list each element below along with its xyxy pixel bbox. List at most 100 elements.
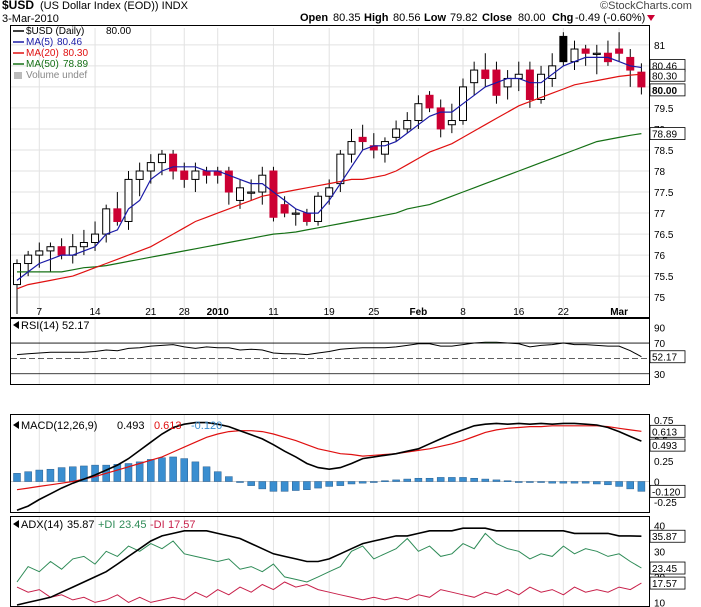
date-tick-label: 2010 bbox=[207, 307, 230, 318]
macd-histogram-bar bbox=[147, 459, 155, 482]
macd-histogram-bar bbox=[358, 481, 367, 484]
macd-signal-line bbox=[16, 425, 642, 491]
adx-title: ADX(14) 35.87 +DI 23.45 -DI 17.57 bbox=[13, 519, 196, 531]
macd-histogram-bar bbox=[615, 481, 623, 487]
macd-histogram-bar bbox=[403, 478, 411, 482]
signal-value-tag-box bbox=[649, 424, 686, 438]
candle-body bbox=[24, 254, 33, 265]
legend-value: 80.30 bbox=[63, 48, 88, 59]
candle-body bbox=[436, 107, 445, 130]
macd-histogram-bar bbox=[336, 481, 345, 486]
macd-histogram-bar bbox=[80, 465, 88, 482]
macd-histogram-bar bbox=[570, 481, 579, 484]
mdi-line bbox=[16, 581, 642, 603]
candle-body bbox=[13, 263, 21, 286]
macd-histogram-bar bbox=[292, 481, 300, 491]
adx-value-tag: 35.87 bbox=[652, 532, 677, 543]
pdi-label: +DI bbox=[98, 519, 115, 531]
candle-body bbox=[180, 170, 189, 180]
price-tick-label: 75.5 bbox=[654, 272, 674, 283]
quote-summary: Open 80.35 High 80.56 Low 79.82 Close 80… bbox=[300, 12, 655, 24]
volume-legend-icon bbox=[14, 72, 22, 79]
macd-value: 0.493 bbox=[117, 420, 145, 432]
price-tick-label: 77 bbox=[654, 209, 666, 220]
macd-histogram-bar bbox=[135, 461, 144, 482]
ma5-value-tag: 80.46 bbox=[652, 62, 677, 73]
hist-value: -0.120 bbox=[191, 420, 222, 432]
price-tick-label: 81 bbox=[654, 41, 666, 52]
adx-value: 35.87 bbox=[67, 519, 95, 531]
adx-line bbox=[16, 527, 642, 606]
macd-tick-label: 0.75 bbox=[654, 416, 674, 427]
macd-histogram-bar bbox=[526, 481, 534, 483]
date-tick-label: 16 bbox=[513, 307, 525, 318]
adx-tick-label: 40 bbox=[654, 522, 666, 533]
symbol-name: (US Dollar Index (EOD)) INDX bbox=[40, 0, 189, 12]
low-label: Low bbox=[424, 12, 446, 24]
adx-value-tag-box bbox=[649, 529, 686, 543]
chart-date: 3-Mar-2010 bbox=[2, 13, 59, 25]
legend-name: MA(50) bbox=[26, 59, 59, 70]
macd-histogram-bar bbox=[35, 469, 44, 482]
macd-histogram-bar bbox=[213, 471, 222, 482]
macd-histogram-bar bbox=[559, 481, 568, 484]
rsi-line bbox=[16, 341, 642, 358]
date-tick-label: 25 bbox=[368, 307, 380, 318]
macd-histogram-bar bbox=[24, 471, 32, 482]
macd-histogram-bar bbox=[581, 481, 590, 484]
rsi-title-text: RSI(14) 52.17 bbox=[21, 320, 89, 332]
macd-histogram-bar bbox=[448, 477, 456, 482]
candle-body bbox=[358, 136, 367, 143]
macd-histogram-bar bbox=[158, 457, 166, 482]
legend-name: MA(5) bbox=[26, 37, 53, 48]
candle-body bbox=[124, 178, 133, 222]
macd-histogram-bar bbox=[470, 477, 478, 482]
candle-body bbox=[291, 212, 300, 215]
candle-body bbox=[514, 73, 523, 79]
candle-body bbox=[302, 212, 311, 222]
ma50-value-tag-box bbox=[649, 127, 686, 140]
macd-histogram-bar bbox=[325, 481, 333, 487]
watermark: ©StockCharts.com bbox=[600, 0, 692, 12]
macd-histogram-bar bbox=[548, 481, 556, 484]
date-tick-label: 28 bbox=[179, 307, 191, 318]
candle-body bbox=[570, 48, 579, 63]
macd-histogram-bar bbox=[202, 466, 211, 482]
macd-histogram-bar bbox=[57, 467, 66, 482]
macd-histogram-bar bbox=[459, 477, 467, 482]
panel-marker-icon bbox=[13, 421, 19, 429]
close-label: Close bbox=[482, 12, 512, 24]
macd-panel-frame bbox=[10, 414, 650, 513]
pdi-value: 23.45 bbox=[119, 519, 147, 531]
legend-value: 78.89 bbox=[63, 59, 88, 70]
rsi-panel-frame bbox=[10, 318, 650, 385]
macd-histogram-bar bbox=[13, 473, 21, 482]
mdi-label: -DI bbox=[150, 519, 165, 531]
hist-value-tag: -0.120 bbox=[652, 487, 681, 498]
legend-value: 80.46 bbox=[57, 37, 82, 48]
candle-body bbox=[592, 52, 601, 55]
candle-body bbox=[347, 141, 356, 155]
candle-body bbox=[46, 246, 55, 252]
price-tick-label: 79.5 bbox=[654, 104, 674, 115]
candle-body bbox=[314, 195, 323, 222]
macd-histogram-bar bbox=[503, 480, 512, 482]
candle-body bbox=[202, 170, 211, 176]
candle-body bbox=[79, 242, 88, 248]
hist-value-tag-box bbox=[649, 484, 686, 498]
macd-histogram-bar bbox=[191, 461, 200, 482]
candle-body bbox=[247, 191, 256, 194]
date-tick-label: 19 bbox=[324, 307, 336, 318]
candle-body bbox=[447, 120, 456, 126]
panel-marker-icon bbox=[13, 321, 19, 329]
macd-histogram-bar bbox=[481, 478, 490, 482]
rsi-title: RSI(14) 52.17 bbox=[13, 320, 89, 332]
date-tick-label: 7 bbox=[37, 307, 43, 318]
candle-body bbox=[102, 208, 111, 235]
close-value-tag-box bbox=[649, 83, 686, 97]
price-tick-label: 77.5 bbox=[654, 188, 674, 199]
open-label: Open bbox=[300, 12, 328, 24]
macd-histogram-bar bbox=[436, 477, 445, 482]
macd-label: MACD(12,26,9) bbox=[21, 420, 97, 432]
macd-tick-label: -0.25 bbox=[654, 498, 677, 509]
